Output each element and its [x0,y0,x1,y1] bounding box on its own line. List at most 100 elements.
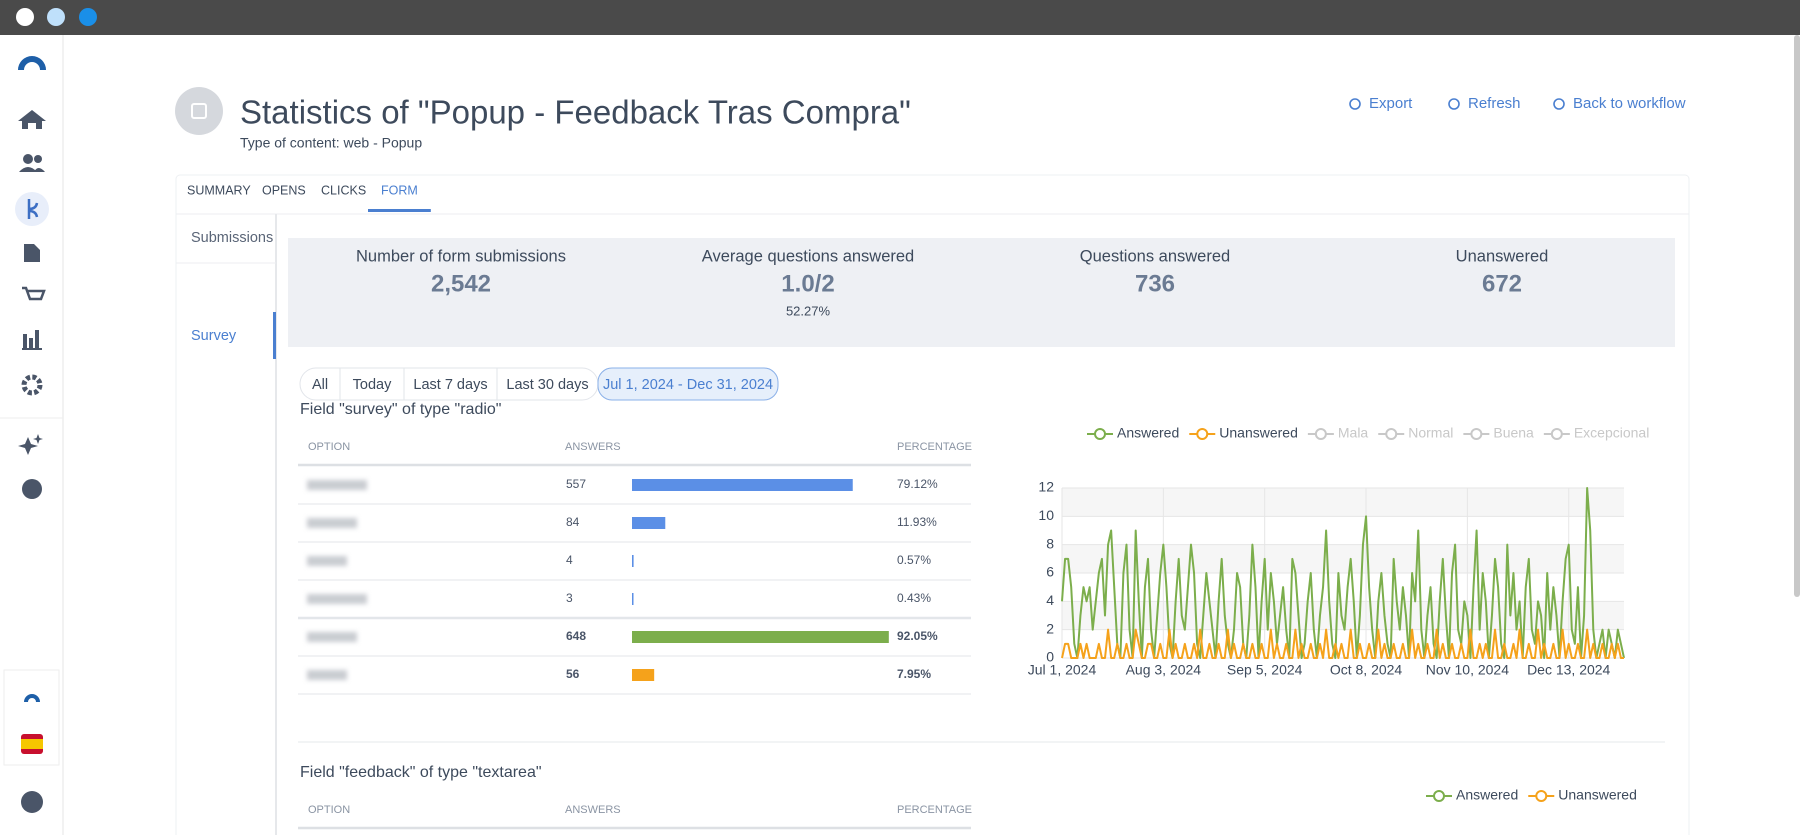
column-header: PERCENTAGE [897,441,972,453]
tab[interactable]: FORM [381,183,418,197]
logo[interactable] [18,56,46,70]
legend-marker [1094,428,1106,440]
account-logo[interactable] [24,694,40,702]
tab-indicator [368,209,431,212]
header-action[interactable]: Back to workflow [1573,95,1686,112]
page-title: Statistics of "Popup - Feedback Tras Com… [240,94,911,131]
percentage: 11.93% [897,515,937,529]
legend-marker [1433,790,1445,802]
option-blurred [307,632,357,642]
nav-content[interactable] [24,244,40,262]
x-tick-label: Aug 3, 2024 [1126,662,1202,678]
option-blurred [307,556,347,566]
grid-band [1062,488,1624,517]
y-tick-label: 10 [1038,507,1054,523]
submenu-active [273,312,276,359]
language-flag-band [21,739,43,749]
date-filter[interactable]: All [312,377,328,393]
series-line [1061,628,1624,659]
series-line [1061,487,1625,659]
x-tick-label: Oct 8, 2024 [1330,662,1403,678]
percentage: 0.57% [897,553,931,567]
date-filter[interactable]: Last 7 days [413,377,487,393]
percentage: 7.95% [897,667,931,681]
percentage-bar [632,517,666,529]
y-tick-label: 8 [1046,535,1054,551]
y-tick-label: 4 [1046,592,1054,608]
submenu-item[interactable]: Survey [191,328,237,344]
percentage: 79.12% [897,477,938,491]
action-icon [1553,98,1565,110]
legend-marker [1535,790,1548,802]
field-title: Field "survey" of type "radio" [300,401,501,418]
percentage: 0.43% [897,591,931,605]
nav-workflow[interactable] [27,199,39,219]
legend-label[interactable]: Buena [1493,425,1534,441]
field-title: Field "feedback" of type "textarea" [300,764,542,781]
page-subtitle: Type of content: web - Popup [240,135,422,151]
option-blurred [307,670,347,680]
percentage-bar [632,479,853,491]
date-filter[interactable]: Last 30 days [506,377,588,393]
answers: 84 [566,515,580,529]
stat-value: 1.0/2 [781,270,834,297]
stat-label: Average questions answered [702,247,915,265]
nav-help[interactable] [22,479,42,499]
answers: 3 [566,591,573,605]
scrollbar[interactable] [1794,35,1800,597]
content-icon-glyph [191,103,207,119]
submenu-item[interactable]: Submissions [191,230,273,246]
tab[interactable]: CLICKS [321,183,366,197]
legend-label[interactable]: Excepcional [1574,425,1650,441]
x-tick-label: Sep 5, 2024 [1227,662,1303,678]
nav-analytics[interactable] [22,330,42,350]
window-button[interactable] [79,8,97,26]
date-filter[interactable]: Today [353,377,392,393]
percentage-bar [632,631,889,643]
stats-box [288,238,1675,347]
stat-value: 672 [1482,270,1522,297]
legend-label[interactable]: Mala [1338,425,1369,441]
header-action[interactable]: Refresh [1468,95,1521,112]
action-icon [1448,98,1460,110]
legend-label[interactable]: Answered [1456,787,1518,803]
legend-label[interactable]: Normal [1408,425,1453,441]
legend-label[interactable]: Answered [1117,425,1179,441]
legend-marker [1314,428,1327,440]
answers: 648 [566,629,586,643]
column-header: PERCENTAGE [897,804,972,816]
answers: 4 [566,553,573,567]
x-tick-label: Jul 1, 2024 [1028,662,1097,678]
x-tick-label: Nov 10, 2024 [1426,662,1509,678]
window-button[interactable] [47,8,65,26]
option-blurred [307,518,357,528]
nav-settings[interactable] [21,374,43,396]
tab[interactable]: OPENS [262,183,306,197]
content-icon [175,87,223,135]
percentage: 92.05% [897,629,938,643]
date-filter[interactable]: Jul 1, 2024 - Dec 31, 2024 [603,377,773,393]
nav-home[interactable] [18,110,46,129]
stat-value: 2,542 [431,270,491,297]
grid-band [1062,544,1624,573]
header-action[interactable]: Export [1369,95,1413,112]
stat-label: Questions answered [1080,247,1230,265]
nav-ai[interactable] [18,434,43,455]
stat-label: Unanswered [1456,247,1549,265]
legend-label[interactable]: Unanswered [1219,425,1298,441]
nav-store[interactable] [22,286,46,301]
column-header: OPTION [308,441,350,453]
filter-active[interactable] [597,367,779,401]
percentage-bar [632,669,655,681]
tab[interactable]: SUMMARY [187,183,251,197]
nav-icons [15,110,49,499]
percentage-bar [632,593,634,605]
window-button[interactable] [16,8,34,26]
column-header: ANSWERS [565,804,621,816]
user-avatar[interactable] [21,791,43,813]
x-tick-label: Dec 13, 2024 [1527,662,1610,678]
nav-contacts[interactable] [19,154,45,172]
legend-label[interactable]: Unanswered [1558,787,1637,803]
